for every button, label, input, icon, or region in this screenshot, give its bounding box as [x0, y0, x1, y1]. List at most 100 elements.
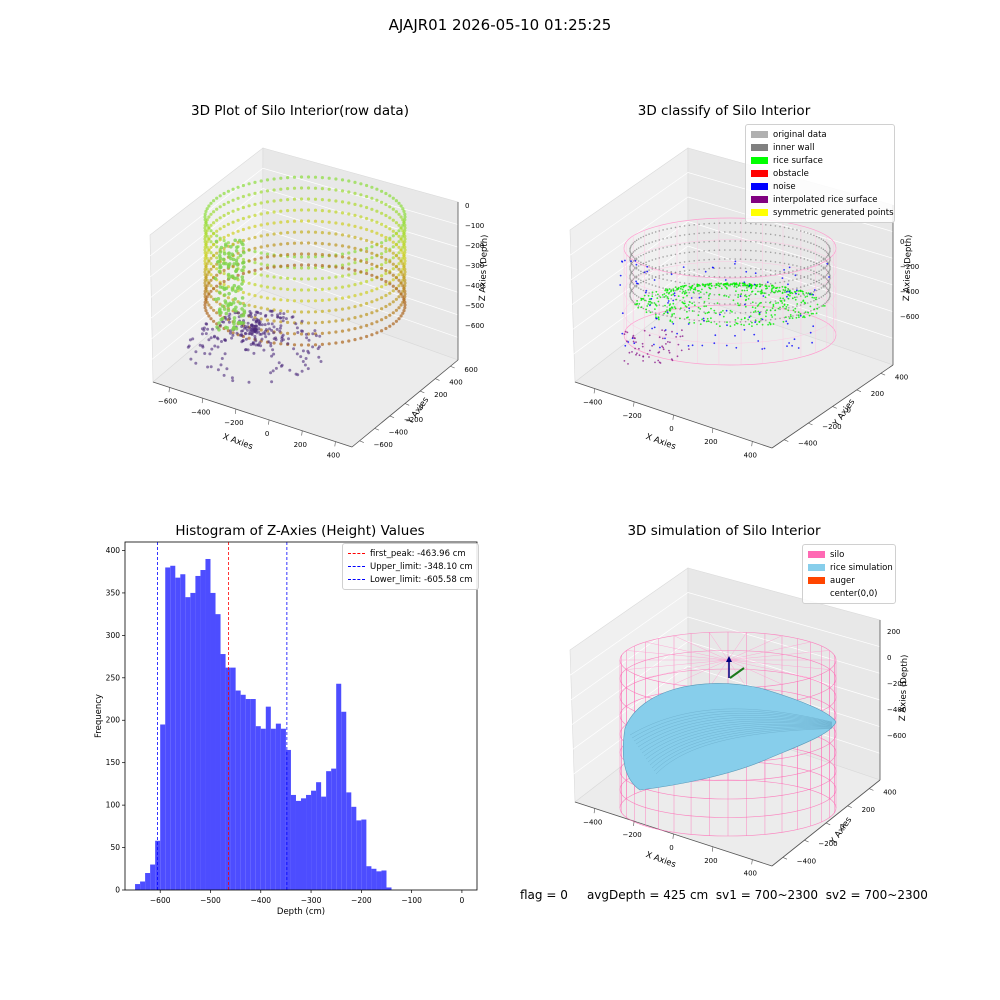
classify-legend-entry: symmetric generated points	[751, 206, 889, 219]
raw-point	[365, 291, 368, 294]
inner-wall-point	[703, 241, 705, 243]
raw-point	[300, 197, 303, 200]
tick-mark	[848, 806, 852, 808]
rice-surface-point	[698, 307, 700, 309]
raw-point	[240, 282, 244, 286]
raw-point	[375, 298, 378, 301]
histogram-x-label: Depth (cm)	[277, 907, 325, 917]
inner-wall-point	[770, 252, 772, 254]
inner-wall-point	[796, 278, 798, 280]
inner-wall-point	[816, 263, 818, 265]
raw-point	[204, 309, 207, 312]
raw-point	[314, 343, 317, 346]
raw-point	[219, 227, 222, 230]
interpolated-point	[663, 348, 665, 350]
interpolated-point	[642, 343, 644, 345]
rice-surface-point	[735, 319, 737, 321]
tick-mark	[169, 387, 170, 392]
rice-surface-point	[744, 295, 746, 297]
inner-wall-point	[800, 230, 802, 232]
inner-wall-point	[638, 278, 640, 280]
raw-x-tick: −400	[191, 408, 210, 416]
classify-legend-entry: inner wall	[751, 141, 889, 154]
raw-point	[314, 198, 317, 201]
histogram-bar	[200, 570, 205, 890]
raw-z-label: Z Axies (Depth)	[478, 234, 490, 301]
raw-point	[334, 297, 337, 300]
inner-wall-point	[724, 258, 726, 260]
raw-point	[314, 277, 317, 280]
inner-wall-point	[765, 233, 767, 235]
histogram-bar	[246, 699, 251, 890]
inner-wall-point	[640, 255, 642, 257]
raw-point	[209, 306, 212, 309]
rice-surface-point	[737, 296, 739, 298]
raw-point	[213, 335, 216, 338]
histogram-bar	[271, 729, 276, 890]
inner-wall-point	[638, 260, 640, 262]
raw-point	[248, 270, 251, 273]
inner-wall-point	[792, 273, 794, 275]
rice-surface-point	[764, 292, 766, 294]
raw-point	[384, 280, 387, 283]
noise-point	[701, 345, 703, 347]
rice-surface-point	[733, 299, 735, 301]
inner-wall-point	[645, 235, 647, 237]
raw-point	[402, 265, 405, 268]
inner-wall-point	[823, 285, 825, 287]
raw-point	[347, 201, 350, 204]
raw-point	[402, 287, 405, 290]
rice-surface-point	[787, 309, 789, 311]
rice-surface-point	[766, 309, 768, 311]
rice-surface-point	[748, 298, 750, 300]
rice-surface-point	[708, 295, 710, 297]
raw-point	[365, 258, 368, 261]
raw-point	[400, 259, 403, 262]
raw-point	[403, 306, 406, 309]
inner-wall-point	[640, 282, 642, 284]
raw-point	[212, 232, 215, 235]
inner-wall-point	[659, 304, 661, 306]
raw-point	[359, 237, 362, 240]
raw-point	[222, 258, 226, 262]
inner-wall-point	[734, 312, 736, 314]
interpolated-point	[675, 336, 677, 338]
raw-point	[305, 357, 308, 360]
raw-point	[248, 226, 251, 229]
raw-point	[341, 266, 344, 269]
histogram-bar	[251, 699, 256, 890]
simulation-x-tick: 0	[669, 844, 673, 852]
rice-surface-point	[676, 299, 678, 301]
raw-x-tick: −600	[158, 397, 177, 405]
raw-point	[219, 282, 222, 285]
inner-wall-point	[643, 254, 645, 256]
raw-point	[224, 339, 227, 342]
inner-wall-point	[698, 260, 700, 262]
histogram-bar	[160, 724, 165, 890]
inner-wall-point	[629, 267, 631, 269]
classify-legend-label: inner wall	[773, 143, 814, 153]
inner-wall-point	[633, 242, 635, 244]
inner-wall-point	[636, 259, 638, 261]
raw-point	[279, 210, 282, 213]
raw-point	[242, 195, 245, 198]
inner-wall-point	[745, 321, 747, 323]
classify-legend-label: interpolated rice surface	[773, 195, 878, 205]
inner-wall-point	[655, 231, 657, 233]
inner-wall-point	[765, 283, 767, 285]
rice-surface-point	[779, 287, 781, 289]
inner-wall-point	[828, 298, 830, 300]
rice-surface-point	[728, 296, 730, 298]
raw-point	[280, 337, 283, 340]
inner-wall-point	[634, 250, 636, 252]
simulation-legend: silo rice simulation auger center(0,0)	[802, 544, 896, 604]
raw-point	[242, 228, 245, 231]
inner-wall-point	[740, 267, 742, 269]
raw-point	[359, 193, 362, 196]
raw-point	[397, 229, 400, 232]
raw-point	[334, 243, 337, 246]
raw-point	[397, 202, 400, 205]
raw-point	[209, 240, 212, 243]
inner-wall-point	[698, 224, 700, 226]
raw-point	[384, 269, 387, 272]
